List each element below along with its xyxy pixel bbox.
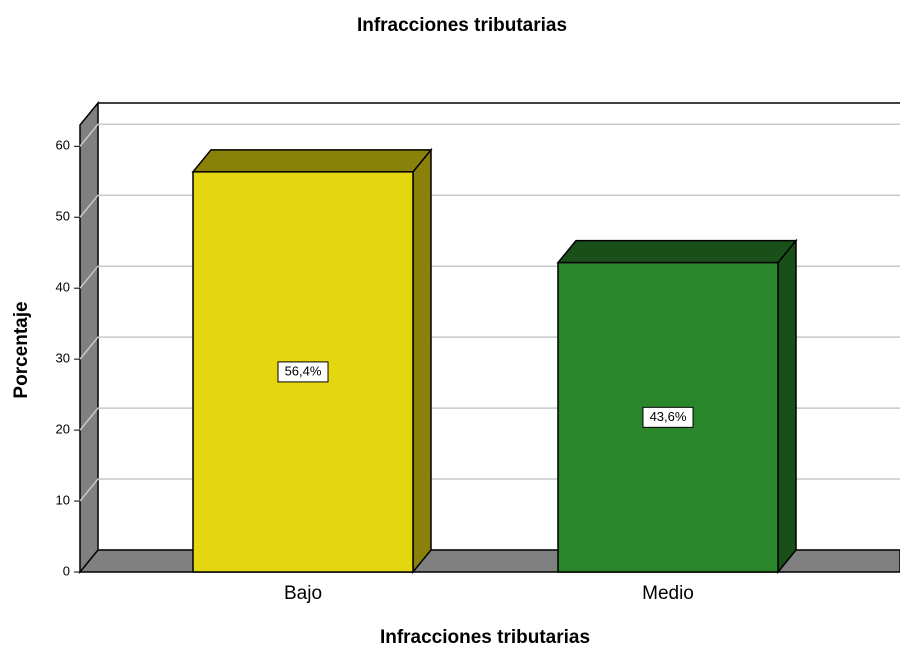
y-tick-label: 50 [56,209,70,224]
chart-title: Infracciones tributarias [357,15,567,36]
bar-top [191,149,433,173]
x-axis-title: Infracciones tributarias [380,627,590,648]
value-label: 43,6% [650,409,687,424]
y-tick-label: 40 [56,280,70,295]
grid-line [79,123,900,147]
bar-top [556,239,798,264]
value-label-box [642,406,694,428]
value-label: 56,4% [285,363,322,378]
value-label-box [277,361,329,383]
y-tick-label: 30 [56,351,70,366]
y-tick-label: 20 [56,422,70,437]
left-wall [79,100,99,575]
grid-line [79,194,900,218]
y-tick-label: 60 [56,138,70,153]
y-tick-label: 0 [63,563,70,578]
bar-side [777,238,797,575]
bar-side [412,147,432,575]
y-axis-title: Porcentaje [11,301,32,398]
x-tick-label: Medio [642,583,694,604]
x-tick-label: Bajo [284,583,322,604]
bar [557,261,779,573]
y-tick-label: 10 [56,492,70,507]
